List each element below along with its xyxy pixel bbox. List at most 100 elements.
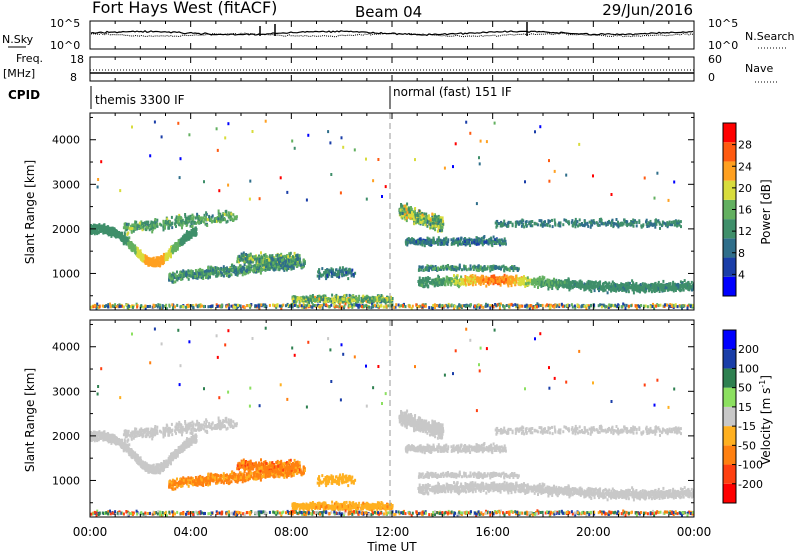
power-cell bbox=[217, 272, 220, 276]
power-cell bbox=[400, 203, 403, 206]
power-cell bbox=[595, 284, 598, 288]
power-cell bbox=[485, 284, 488, 288]
power-cell bbox=[296, 298, 299, 302]
power-cell bbox=[474, 282, 477, 286]
power-cell bbox=[222, 265, 225, 269]
power-cell bbox=[406, 216, 408, 220]
power-cell bbox=[162, 222, 165, 226]
power-cell bbox=[464, 275, 467, 278]
power-cell bbox=[135, 224, 138, 228]
power-cell bbox=[203, 213, 206, 217]
power-cell bbox=[492, 282, 495, 286]
power-cell bbox=[236, 260, 239, 264]
power-cell bbox=[108, 230, 111, 234]
power-cell bbox=[441, 228, 444, 232]
power-cell bbox=[413, 210, 416, 214]
power-cell bbox=[414, 207, 417, 210]
power-cell bbox=[191, 273, 194, 277]
power-cell bbox=[239, 265, 242, 269]
power-cell bbox=[641, 282, 644, 286]
power-cell bbox=[426, 236, 429, 240]
power-cell bbox=[209, 269, 212, 273]
power-cell bbox=[252, 258, 255, 262]
power-cell bbox=[144, 222, 147, 226]
power-cell bbox=[414, 240, 417, 244]
power-cell bbox=[298, 254, 301, 258]
power-cell bbox=[662, 279, 665, 283]
power-cell bbox=[554, 280, 557, 284]
power-cell bbox=[429, 226, 432, 230]
power-cell bbox=[237, 266, 240, 270]
power-cell bbox=[175, 220, 178, 224]
power-cell bbox=[181, 273, 184, 277]
power-cell bbox=[273, 262, 276, 265]
power-cell bbox=[288, 254, 291, 258]
power-cell bbox=[665, 285, 668, 289]
power-cell bbox=[294, 259, 297, 263]
power-cell bbox=[602, 282, 605, 285]
power-cell bbox=[168, 276, 171, 280]
power-cell bbox=[295, 254, 297, 258]
power-cell bbox=[439, 279, 442, 283]
power-cell bbox=[162, 252, 165, 256]
power-cell bbox=[333, 273, 335, 277]
power-cell bbox=[174, 222, 177, 226]
power-cell bbox=[455, 240, 458, 244]
power-cell bbox=[248, 267, 251, 271]
power-cell bbox=[182, 221, 185, 225]
power-cell bbox=[134, 220, 137, 224]
power-cell bbox=[207, 272, 210, 275]
power-cell bbox=[441, 239, 444, 243]
power-cell bbox=[324, 296, 327, 300]
cpid-segment-1: themis 3300 IF bbox=[95, 93, 185, 107]
power-cell bbox=[129, 243, 132, 247]
power-cell bbox=[189, 224, 192, 228]
power-cell bbox=[433, 239, 435, 243]
power-cell bbox=[174, 249, 177, 253]
power-cell bbox=[341, 269, 344, 272]
power-cell bbox=[622, 285, 624, 289]
beam-label: Beam 04 bbox=[355, 3, 422, 21]
power-cell bbox=[148, 260, 151, 264]
power-cell bbox=[215, 273, 218, 277]
power-cell bbox=[416, 214, 419, 218]
power-cell bbox=[475, 238, 478, 242]
power-cell bbox=[517, 281, 520, 285]
power-cell bbox=[276, 263, 279, 266]
power-cell bbox=[327, 297, 330, 301]
power-cell bbox=[205, 215, 208, 219]
power-cell bbox=[337, 270, 340, 274]
power-cell bbox=[248, 257, 251, 261]
power-cell bbox=[459, 242, 462, 246]
power-cell bbox=[553, 278, 555, 282]
power-cell bbox=[549, 285, 552, 289]
power-cell bbox=[296, 254, 299, 258]
power-cell bbox=[638, 285, 641, 289]
power-cell bbox=[113, 228, 116, 232]
power-cell bbox=[164, 219, 167, 223]
power-cell bbox=[141, 253, 143, 257]
power-cell bbox=[426, 224, 429, 228]
power-cell bbox=[230, 273, 233, 277]
power-cell bbox=[203, 270, 206, 274]
power-cell bbox=[212, 271, 215, 275]
power-cell bbox=[134, 227, 137, 231]
power-cell bbox=[434, 241, 437, 245]
power-cell bbox=[154, 221, 157, 225]
power-cell bbox=[129, 227, 132, 231]
power-cell bbox=[482, 278, 485, 282]
power-cell bbox=[258, 260, 261, 264]
power-cell bbox=[138, 252, 141, 256]
power-cell bbox=[426, 284, 429, 288]
power-cell bbox=[200, 271, 203, 275]
power-cell bbox=[136, 251, 139, 255]
power-cell bbox=[107, 225, 110, 229]
power-cell bbox=[570, 284, 573, 288]
power-cell bbox=[200, 276, 203, 280]
power-cell bbox=[285, 256, 288, 260]
power-cell bbox=[537, 280, 540, 284]
power-cell bbox=[360, 299, 363, 303]
power-cell bbox=[423, 244, 426, 248]
power-cell bbox=[559, 281, 562, 285]
power-cell bbox=[639, 290, 641, 294]
